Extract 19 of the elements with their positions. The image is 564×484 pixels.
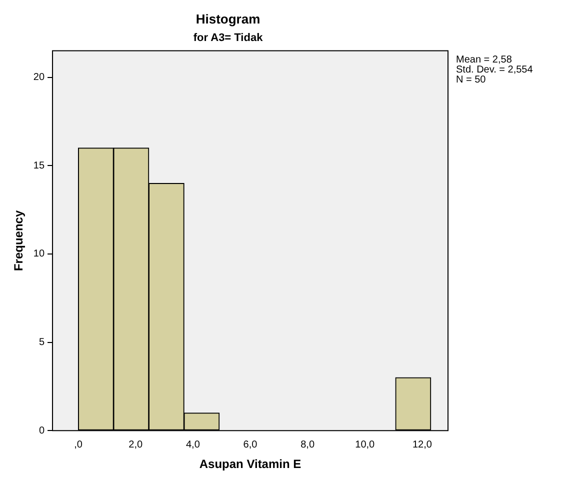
x-tick-label: 10,0 (355, 439, 376, 450)
x-tick-label: 4,0 (186, 439, 200, 450)
y-tick-label: 5 (38, 337, 45, 348)
y-tick-label: 0 (38, 425, 45, 436)
chart-title: Histogram (196, 11, 260, 26)
chart-subtitle: for A3= Tidak (193, 32, 264, 44)
y-tick-label: 15 (33, 160, 45, 172)
text: N = 50 (456, 74, 486, 86)
y-axis-title: Frequency (12, 210, 26, 272)
x-tick-label: ,0 (74, 439, 83, 450)
x-tick-label: 8,0 (300, 439, 315, 450)
x-tick-label: 6,0 (243, 439, 258, 450)
y-tick-label: 10 (33, 248, 45, 260)
y-tick-label: 20 (33, 72, 45, 84)
x-tick-label: 12,0 (412, 439, 432, 450)
text: Std. Dev. = 2,554 (456, 64, 534, 76)
text: Mean = 2,58 (456, 54, 512, 66)
x-axis-title: Asupan Vitamin E (199, 457, 302, 472)
x-tick-label: 2,0 (128, 439, 144, 450)
